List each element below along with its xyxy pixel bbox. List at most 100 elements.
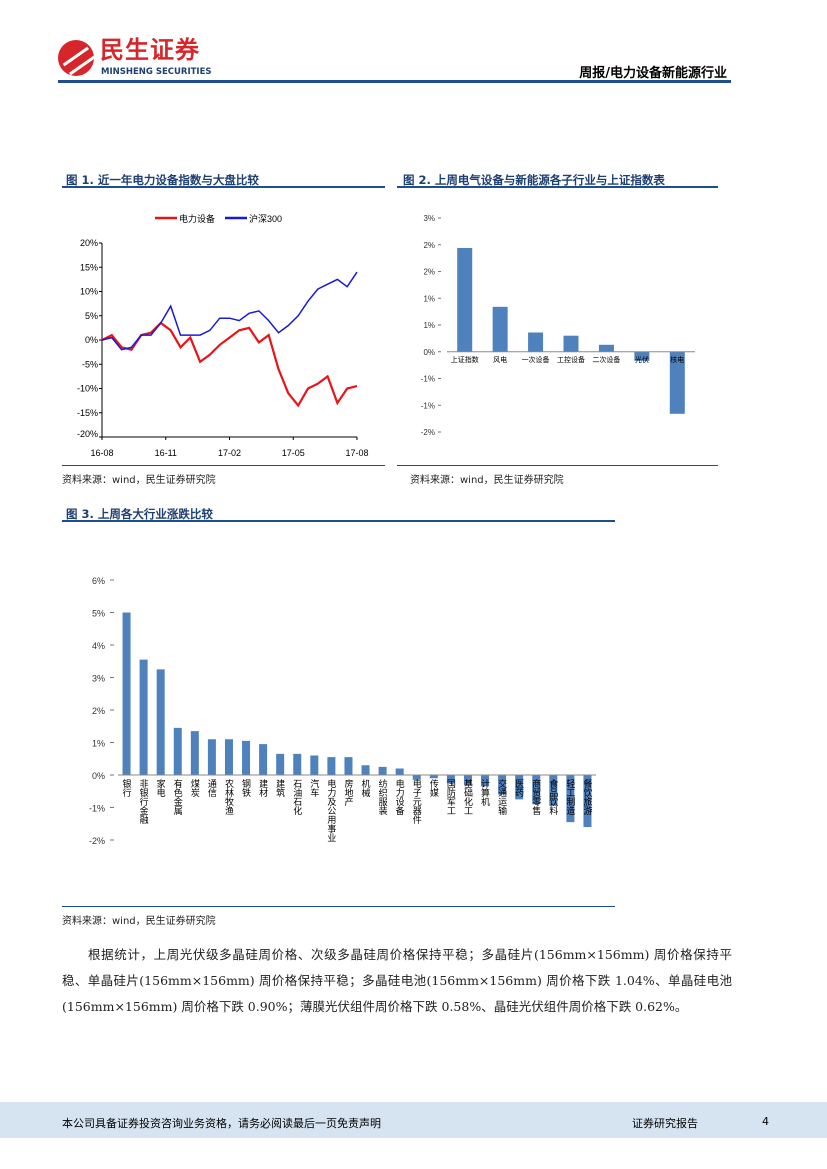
y-tick-label: 6% xyxy=(92,576,105,586)
category-label: 基础化工 xyxy=(463,778,473,815)
category-label: 家电 xyxy=(156,778,166,797)
chart-subsector-returns: 3% 2% 2% 1% 1% 0% -1% -1% -2% 上证指数 风电 一次设备 工控设备 二次设备 光… xyxy=(421,214,695,437)
category-label: 机械 xyxy=(361,778,371,798)
footer-doc-type: 证券研究报告 xyxy=(632,1117,698,1130)
bar xyxy=(173,727,182,775)
report-title: 周报/电力设备新能源行业 xyxy=(579,66,727,81)
bar xyxy=(463,775,472,785)
y-tick-label: -1% xyxy=(89,804,105,814)
x-tick-label: 17-08 xyxy=(345,448,368,458)
bar xyxy=(224,739,233,775)
category-label: 建筑 xyxy=(275,778,285,798)
fig2-source-rule xyxy=(397,465,718,466)
bar xyxy=(457,247,473,352)
bar xyxy=(634,351,650,361)
category-label: 餐饮旅游 xyxy=(582,778,592,816)
category-label: 商贸零售 xyxy=(531,778,541,816)
fig2-title-rule xyxy=(397,186,718,188)
bar xyxy=(310,755,319,775)
category-label: 建材 xyxy=(258,778,268,797)
logo-text: 民生证券 xyxy=(100,36,200,64)
y-tick-label: -1% xyxy=(421,375,435,384)
y-tick-label: 5% xyxy=(92,609,105,619)
bar xyxy=(190,731,199,775)
bar xyxy=(395,768,404,775)
bar xyxy=(139,659,148,775)
bar xyxy=(549,775,558,806)
body-paragraph: 根据统计，上周光伏级多晶硅周价格、次级多晶硅周价格保持平稳；多晶硅片(156mm… xyxy=(62,947,732,1014)
bar xyxy=(498,775,507,795)
y-tick-label: 15% xyxy=(80,262,98,272)
category-label: 通信 xyxy=(207,779,217,798)
bar xyxy=(276,753,285,775)
fig3-title: 图 3. 上周各大行业涨跌比较 xyxy=(66,507,213,521)
y-tick-label: -10% xyxy=(77,384,98,394)
bar xyxy=(492,306,508,352)
bar xyxy=(122,612,131,775)
category-label: 交通运输 xyxy=(497,778,507,816)
legend-label: 电力设备 xyxy=(179,213,215,224)
footer-disclaimer: 本公司具备证券投资咨询业务资格，请务必阅读最后一页免责声明 xyxy=(62,1117,381,1130)
category-label: 二次设备 xyxy=(592,355,620,364)
header-divider xyxy=(58,80,731,83)
category-label: 农林牧渔 xyxy=(224,778,234,815)
bar xyxy=(669,351,685,414)
y-tick-label: -2% xyxy=(89,836,105,846)
fig3-source-rule xyxy=(62,906,615,907)
fig1-title-rule xyxy=(62,186,385,188)
bar xyxy=(412,775,421,780)
legend-label: 沪深300 xyxy=(249,213,282,224)
bar xyxy=(598,344,614,352)
bar xyxy=(259,744,268,775)
bar xyxy=(528,332,544,352)
y-tick-label: 3% xyxy=(423,214,435,223)
y-tick-label: 3% xyxy=(92,674,105,684)
y-tick-label: 0% xyxy=(423,348,435,357)
y-tick-label: 2% xyxy=(423,241,435,250)
category-label: 纺织服装 xyxy=(378,778,388,816)
bar xyxy=(242,740,251,775)
category-label: 医药 xyxy=(514,779,524,798)
bar xyxy=(515,775,524,800)
bar xyxy=(446,775,455,784)
bar xyxy=(563,335,579,352)
chart-industry-returns: 6% 5% 4% 3% 2% 1% 0% -1% -2% 银行 非银行金融 家电 有色金属 煤炭 通信 农林牧… xyxy=(89,576,596,846)
category-label: 计算机 xyxy=(480,778,490,807)
y-tick-label: 20% xyxy=(80,238,98,248)
x-tick-label: 16-11 xyxy=(155,448,177,458)
x-tick-label: 17-05 xyxy=(282,448,305,458)
category-label: 工控设备 xyxy=(557,355,585,364)
category-label: 有色金属 xyxy=(173,778,183,816)
category-label: 上证指数 xyxy=(451,355,479,364)
page-number: 4 xyxy=(762,1115,769,1128)
y-tick-label: 0% xyxy=(85,335,98,345)
fig2-source: 资料来源：wind，民生证券研究院 xyxy=(410,475,564,486)
category-label: 传媒 xyxy=(429,778,439,798)
bar xyxy=(344,757,353,775)
logo-subtext: MINSHENG SECURITIES xyxy=(101,67,212,77)
category-label: 一次设备 xyxy=(522,355,550,364)
category-label: 石油石化 xyxy=(292,779,302,816)
y-tick-label: 1% xyxy=(92,739,105,749)
y-tick-label: 2% xyxy=(92,706,105,716)
bar xyxy=(481,775,490,787)
category-label: 风电 xyxy=(493,355,507,364)
category-label: 国防军工 xyxy=(446,779,456,815)
y-tick-label: -1% xyxy=(421,401,435,410)
y-tick-label: 1% xyxy=(423,321,435,330)
series-line-hs300 xyxy=(101,271,358,351)
y-tick-label: -20% xyxy=(77,429,98,439)
y-tick-label: 0% xyxy=(92,771,105,781)
y-tick-label: -5% xyxy=(82,359,98,369)
x-tick-label: 17-02 xyxy=(218,448,241,458)
category-label: 房地产 xyxy=(343,778,353,807)
category-label: 电力及公用事业 xyxy=(326,778,336,842)
bar xyxy=(378,766,387,775)
bar xyxy=(327,757,336,775)
y-tick-label: 2% xyxy=(423,268,435,277)
category-label: 核电 xyxy=(670,355,684,364)
footer-band xyxy=(0,1102,827,1138)
bar xyxy=(207,739,216,775)
category-label: 汽车 xyxy=(309,778,319,798)
bar xyxy=(293,753,302,775)
